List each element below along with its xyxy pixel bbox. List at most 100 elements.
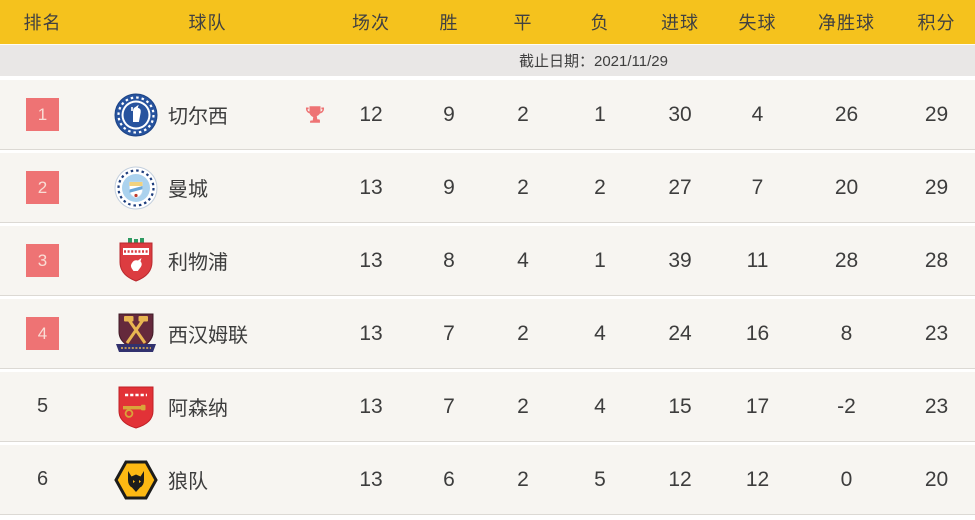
rank-cell: 4 (0, 317, 85, 350)
rank-badge: 1 (26, 98, 59, 131)
stat-drawn: 2 (517, 175, 529, 199)
table-row: 1 切尔西 12 9 2 1 30 4 26 29 (0, 80, 975, 150)
stat-goal-diff: 8 (840, 321, 853, 345)
stat-goal-diff: 28 (834, 248, 859, 272)
team-cell: 西汉姆联 (85, 299, 330, 368)
stat-goals-for: 12 (668, 467, 692, 491)
stat-won: 9 (443, 175, 455, 199)
col-header-rank: 排名 (23, 13, 62, 33)
team-logo-wolves (113, 457, 159, 503)
stat-won: 7 (443, 321, 455, 345)
stat-points: 28 (924, 248, 949, 272)
rank-badge: 2 (26, 171, 59, 204)
standings-body: 1 切尔西 12 9 2 1 30 4 26 29 2 曼城 (0, 80, 975, 515)
rank-badge: 6 (36, 468, 49, 490)
stat-goals-against: 11 (746, 248, 769, 272)
stat-lost: 1 (594, 248, 606, 272)
stat-points: 29 (924, 102, 949, 126)
stat-lost: 4 (594, 321, 606, 345)
col-header-goal-diff: 净胜球 (818, 13, 875, 33)
rank-cell: 5 (0, 390, 85, 423)
rank-badge: 5 (36, 395, 49, 417)
rank-cell: 6 (0, 463, 85, 496)
team-logo-arsenal (113, 384, 159, 430)
table-row: 3 利物浦 13 8 4 1 39 11 28 28 (0, 226, 975, 296)
stat-goals-for: 27 (668, 175, 692, 199)
team-cell: 曼城 (85, 153, 330, 222)
team-name: 阿森纳 (168, 398, 228, 420)
team-cell: 阿森纳 (85, 372, 330, 441)
stat-goals-for: 15 (668, 394, 692, 418)
stat-won: 8 (443, 248, 455, 272)
stat-played: 13 (359, 321, 383, 345)
rank-badge: 4 (26, 317, 59, 350)
stat-won: 6 (443, 467, 455, 491)
stat-lost: 2 (594, 175, 606, 199)
team-name: 切尔西 (168, 106, 228, 128)
team-cell: 狼队 (85, 445, 330, 514)
stat-goals-for: 24 (668, 321, 692, 345)
rank-cell: 3 (0, 244, 85, 277)
col-header-lost: 负 (590, 13, 610, 33)
rank-cell: 2 (0, 171, 85, 204)
team-logo-liverpool (113, 237, 159, 284)
col-header-played: 场次 (352, 13, 390, 33)
team-cell: 切尔西 (85, 80, 330, 149)
stat-won: 9 (443, 102, 455, 126)
stat-lost: 4 (594, 394, 606, 418)
table-row: 6 狼队 13 6 2 5 12 12 0 20 (0, 445, 975, 515)
stat-goal-diff: -2 (837, 394, 856, 418)
stat-points: 20 (924, 467, 949, 491)
stat-goal-diff: 26 (834, 102, 859, 126)
team-cell: 利物浦 (85, 226, 330, 295)
col-header-won: 胜 (439, 13, 459, 33)
stat-drawn: 2 (517, 102, 529, 126)
table-row: 2 曼城 13 9 2 2 27 7 20 29 (0, 153, 975, 223)
col-header-goals-for: 进球 (661, 13, 699, 33)
col-header-drawn: 平 (513, 13, 533, 33)
team-logo-westham (113, 311, 159, 357)
team-name: 利物浦 (168, 252, 228, 274)
col-header-goals-against: 失球 (738, 13, 777, 33)
stat-points: 23 (924, 394, 949, 418)
stat-won: 7 (443, 394, 455, 418)
stat-points: 23 (924, 321, 949, 345)
team-name: 狼队 (168, 471, 208, 493)
table-header-row: 排名 球队 场次 胜 平 负 进球 失球 净胜球 积分 (0, 0, 975, 44)
stat-goal-diff: 0 (840, 467, 853, 491)
stat-lost: 5 (594, 467, 606, 491)
stat-played: 13 (359, 467, 383, 491)
team-name: 西汉姆联 (168, 325, 248, 347)
table-row: 5 阿森纳 13 7 2 4 15 17 -2 23 (0, 372, 975, 442)
stat-played: 12 (359, 102, 383, 126)
stat-goals-for: 30 (668, 102, 692, 126)
stat-played: 13 (359, 175, 383, 199)
stat-lost: 1 (594, 102, 606, 126)
stat-played: 13 (359, 248, 383, 272)
stat-goal-diff: 20 (834, 175, 859, 199)
stat-drawn: 2 (517, 394, 529, 418)
stat-goals-against: 16 (745, 321, 770, 345)
stat-played: 13 (359, 394, 383, 418)
col-header-team: 球队 (188, 13, 227, 33)
table-row: 4 西汉姆联 13 7 2 4 24 16 8 23 (0, 299, 975, 369)
team-name: 曼城 (168, 179, 208, 201)
stat-goals-against: 17 (745, 394, 770, 418)
team-logo-chelsea (113, 92, 159, 138)
stat-drawn: 4 (517, 248, 529, 272)
rank-cell: 1 (0, 98, 85, 131)
team-logo-mancity (113, 165, 159, 211)
date-note: 截止日期：2021/11/29 (519, 53, 668, 70)
stat-goals-against: 4 (751, 102, 764, 126)
stat-goals-against: 12 (745, 467, 770, 491)
date-note-bar: 截止日期：2021/11/29 (0, 44, 975, 76)
stat-drawn: 2 (517, 467, 529, 491)
stat-goals-for: 39 (668, 248, 692, 272)
rank-badge: 3 (26, 244, 59, 277)
champion-trophy-icon (304, 104, 326, 126)
stat-points: 29 (924, 175, 949, 199)
stat-drawn: 2 (517, 321, 529, 345)
stat-goals-against: 7 (751, 175, 764, 199)
col-header-points: 积分 (917, 13, 956, 33)
